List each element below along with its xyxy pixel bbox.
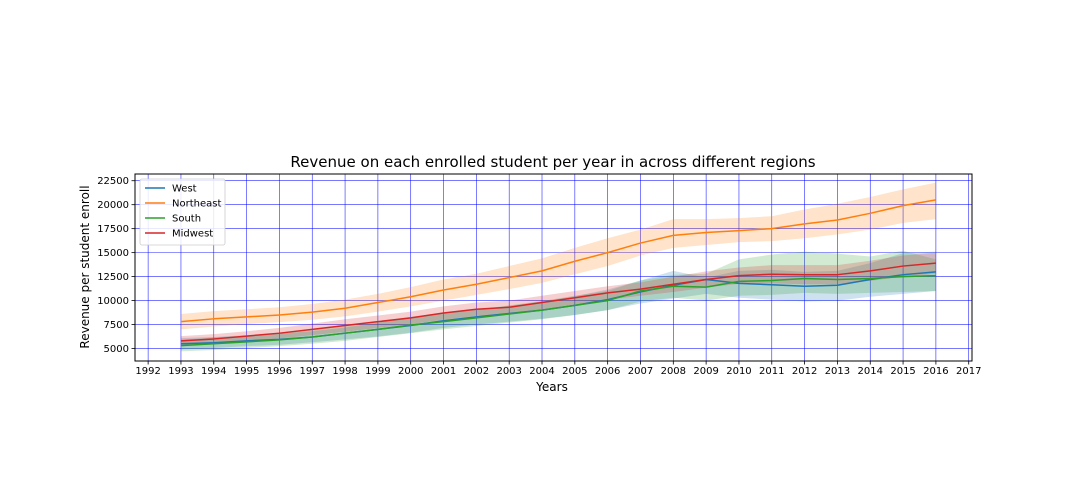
y-axis-label: Revenue per student enroll [78, 185, 92, 348]
x-tick-label: 2012 [792, 366, 817, 377]
x-tick-label: 2017 [956, 366, 981, 377]
x-tick-label: 2013 [825, 366, 850, 377]
x-tick-label: 2014 [858, 366, 883, 377]
x-tick-label: 2002 [464, 366, 489, 377]
y-tick-label: 12500 [97, 272, 129, 283]
y-tick-label: 20000 [97, 200, 129, 211]
x-tick-label: 2009 [693, 366, 718, 377]
x-tick-label: 1995 [234, 366, 259, 377]
x-tick-label: 1993 [168, 366, 193, 377]
chart-title: Revenue on each enrolled student per yea… [290, 153, 815, 171]
x-tick-label: 2008 [661, 366, 686, 377]
x-tick-label: 2003 [496, 366, 521, 377]
x-tick-label: 2006 [595, 366, 620, 377]
x-tick-label: 2001 [431, 366, 456, 377]
x-tick-label: 2010 [726, 366, 751, 377]
legend-box [139, 178, 226, 246]
x-tick-label: 1998 [332, 366, 357, 377]
series-line-northeast [180, 199, 937, 323]
legend-label: Northeast [172, 199, 221, 210]
x-tick-label: 2004 [529, 366, 554, 377]
y-tick-label: 10000 [97, 296, 129, 307]
series-lines [180, 199, 937, 347]
y-tick-label: 5000 [104, 344, 129, 355]
x-tick-label: 2000 [398, 366, 423, 377]
x-tick-label: 1999 [365, 366, 390, 377]
legend-label: West [172, 184, 197, 195]
x-tick-label: 1994 [201, 366, 226, 377]
x-tick-label: 2016 [923, 366, 948, 377]
x-axis: 1992 1993 1994 1995 1996 1997 1998 1999 2000 2001… [135, 361, 981, 377]
legend-label: South [172, 214, 201, 225]
y-tick-label: 7500 [104, 320, 129, 331]
y-tick-label: 17500 [97, 224, 129, 235]
y-tick-label: 22500 [97, 176, 129, 187]
x-tick-label: 2005 [562, 366, 587, 377]
x-axis-label: Years [535, 380, 568, 394]
legend: West Northeast South Midwest [139, 178, 226, 246]
series-line-midwest [180, 262, 936, 342]
x-tick-label: 2015 [890, 366, 915, 377]
x-tick-label: 2007 [628, 366, 653, 377]
confidence-band-northeast [180, 182, 936, 330]
y-axis: 5000 7500 10000 12500 15000 17500 20000 22500 [97, 176, 135, 355]
series-line-south [180, 274, 936, 347]
legend-label: Midwest [172, 229, 213, 240]
x-tick-label: 1992 [135, 366, 160, 377]
x-tick-label: 1997 [300, 366, 325, 377]
x-tick-label: 1996 [267, 366, 292, 377]
plot-frame [134, 173, 973, 362]
y-tick-label: 15000 [97, 248, 129, 259]
x-tick-label: 2011 [759, 366, 784, 377]
